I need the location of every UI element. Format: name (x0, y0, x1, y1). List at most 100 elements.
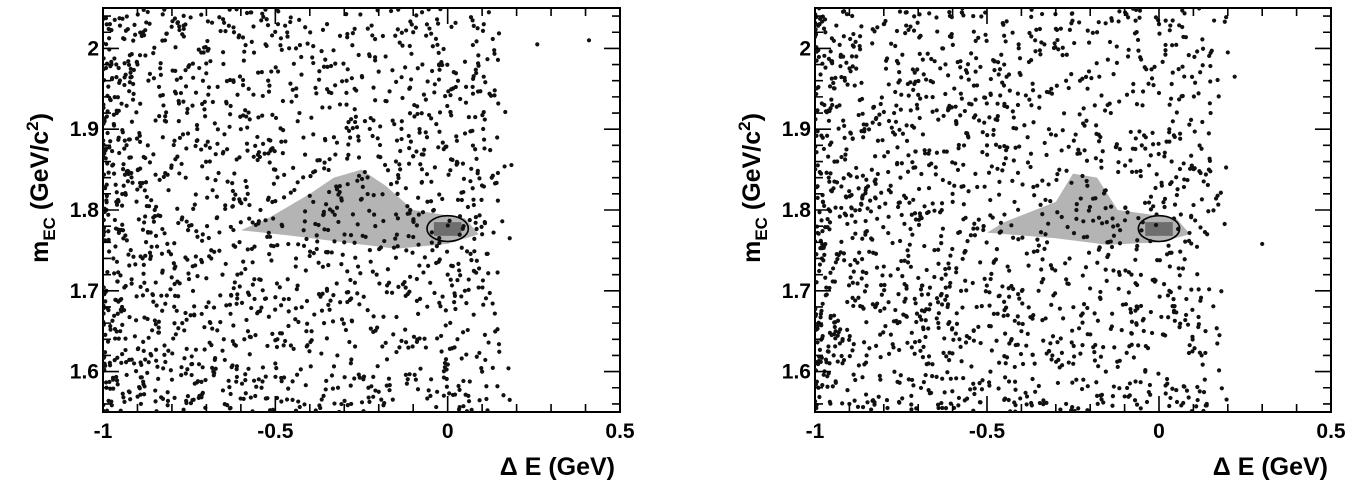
scatter-point-bg (899, 92, 904, 97)
scatter-point-bg (1133, 136, 1138, 141)
scatter-point-bg (398, 167, 403, 172)
scatter-point-bg (427, 26, 432, 31)
scatter-point-bg (906, 253, 911, 258)
scatter-point-bg (348, 233, 354, 238)
scatter-point-bg (147, 250, 153, 255)
scatter-point-bg (973, 69, 978, 74)
scatter-point-bg (157, 177, 162, 182)
scatter-point-bg (847, 334, 852, 339)
scatter-point-bg (114, 75, 119, 80)
scatter-point-bg (1178, 136, 1183, 141)
signal-region-ellipse (426, 214, 470, 243)
scatter-point-bg (501, 393, 506, 398)
scatter-point-bg (890, 342, 895, 347)
scatter-point-bg (471, 74, 476, 79)
scatter-point-bg (835, 256, 840, 262)
scatter-point-bg (1141, 328, 1146, 334)
scatter-point-bg (908, 80, 913, 85)
scatter-point-bg (1003, 39, 1008, 44)
scatter-point-bg (950, 42, 955, 47)
scatter-point-bg (852, 257, 858, 263)
scatter-point-bg (163, 301, 168, 306)
scatter-point-bg (346, 142, 351, 147)
scatter-point (262, 296, 268, 301)
scatter-point-bg (1099, 158, 1104, 163)
scatter-point-bg (439, 333, 444, 339)
scatter-point-bg (1128, 158, 1133, 163)
scatter-point-bg (919, 171, 924, 177)
scatter-point-bg (334, 140, 340, 145)
scatter-point-bg (116, 270, 121, 275)
scatter-point-bg (125, 179, 130, 184)
scatter-point-bg (226, 23, 231, 28)
scatter-point-bg (394, 314, 399, 320)
scatter-point-bg (1110, 216, 1115, 221)
scatter-point-bg (326, 263, 331, 268)
scatter-point-bg (193, 254, 198, 259)
scatter-point (1136, 215, 1141, 221)
scatter-point-bg (302, 209, 308, 214)
scatter-point-bg (951, 337, 956, 342)
scatter-point-bg (352, 26, 357, 31)
scatter-point-bg (481, 74, 486, 79)
scatter-point-bg (939, 276, 944, 281)
scatter-point-bg (170, 68, 175, 73)
scatter-point-bg (991, 132, 996, 137)
scatter-point-bg (1149, 67, 1154, 72)
scatter-point (228, 405, 233, 411)
scatter-point-bg (1020, 321, 1025, 327)
scatter-point-bg (1016, 46, 1021, 51)
scatter-point-bg (939, 201, 945, 206)
scatter-point-bg (240, 83, 246, 88)
scatter-point-bg (206, 300, 211, 305)
scatter-point-bg (429, 240, 434, 245)
scatter-point-bg (989, 271, 994, 276)
scatter-point-bg (971, 83, 977, 88)
scatter-point-bg (490, 365, 495, 371)
scatter-point-bg (117, 16, 122, 21)
scatter-point-bg (423, 345, 428, 350)
scatter-point-bg (988, 76, 993, 82)
scatter-point-bg (265, 23, 271, 28)
scatter-point-bg (243, 178, 248, 184)
scatter-point-bg (134, 199, 139, 204)
scatter-point (455, 78, 461, 83)
scatter-point-bg (201, 50, 206, 55)
scatter-point-bg (393, 33, 398, 38)
scatter-point-bg (413, 377, 418, 382)
scatter-point-bg (1065, 224, 1070, 230)
scatter-point-bg (445, 223, 450, 228)
scatter-point-bg (1176, 67, 1181, 72)
scatter-point-bg (1177, 97, 1182, 102)
scatter-point (231, 30, 237, 35)
scatter-point-bg (500, 219, 505, 224)
scatter-point-bg (825, 374, 830, 379)
scatter-point-bg (1157, 294, 1162, 299)
scatter-point (971, 381, 976, 386)
scatter-point-bg (1056, 47, 1061, 52)
scatter-point-bg (443, 357, 449, 362)
scatter-point-bg (860, 196, 865, 201)
scatter-point-bg (145, 288, 150, 293)
scatter-point-bg (1151, 83, 1156, 88)
scatter-point-bg (368, 115, 373, 121)
scatter-point-bg (1148, 309, 1153, 315)
scatter-point-bg (1093, 342, 1098, 348)
scatter-point-bg (394, 79, 399, 84)
scatter-point-bg (166, 348, 171, 353)
scatter-point-bg (170, 351, 175, 356)
scatter-point-bg (410, 344, 415, 349)
scatter-point-bg (458, 273, 463, 278)
scatter-point-bg (848, 275, 853, 280)
scatter-point-bg (1128, 306, 1133, 312)
scatter-point-bg (202, 325, 207, 330)
scatter-point-bg (440, 196, 445, 202)
scatter-point-bg (1033, 49, 1038, 54)
scatter-point-bg (877, 205, 882, 210)
scatter-point-bg (108, 327, 113, 332)
scatter-point-bg (137, 386, 142, 391)
scatter-point-bg (820, 301, 825, 306)
scatter-point-bg (131, 67, 136, 73)
scatter-point-bg (321, 212, 326, 218)
scatter-point-bg (1203, 172, 1209, 177)
